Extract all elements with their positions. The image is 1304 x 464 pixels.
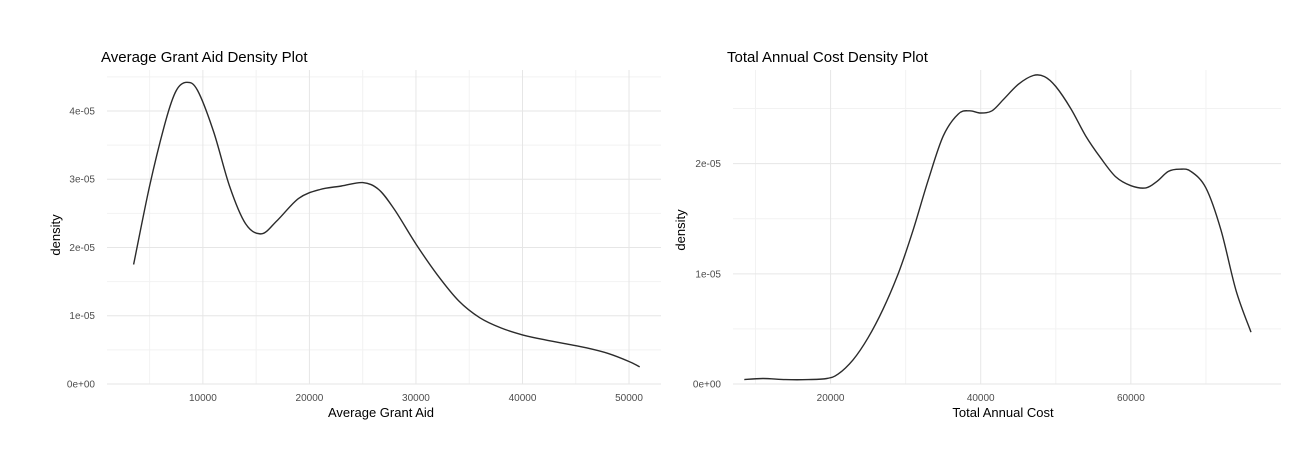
grant-aid-x-tick-label: 50000	[615, 393, 643, 404]
annual-cost-gridlines	[733, 70, 1281, 385]
grant-aid-x-tick-label: 10000	[189, 393, 217, 404]
grant-aid-y-tick-label: 4e-05	[69, 106, 95, 117]
grant-aid-gridlines	[107, 70, 661, 385]
grant-aid-y-tick-label: 0e+00	[67, 380, 96, 391]
annual-cost-y-axis-title: density	[673, 209, 688, 251]
annual-cost-x-tick-label: 40000	[967, 393, 995, 404]
annual-cost-y-tick-label: 2e-05	[695, 159, 721, 170]
annual-cost-x-tick-label: 20000	[817, 393, 845, 404]
grant-aid-y-tick-label: 1e-05	[69, 311, 95, 322]
annual-cost-chart-title: Total Annual Cost Density Plot	[727, 49, 929, 66]
grant-aid-y-tick-label: 2e-05	[69, 243, 95, 254]
grant-aid-y-axis-title: density	[48, 214, 63, 256]
grant-aid-density-line	[132, 81, 641, 368]
grant-aid-x-tick-label: 40000	[509, 393, 537, 404]
annual-cost-x-axis-title: Total Annual Cost	[952, 405, 1054, 420]
grant-aid-x-tick-label: 20000	[296, 393, 324, 404]
annual-cost-x-tick-label: 60000	[1117, 393, 1145, 404]
annual-cost-y-tick-label: 0e+00	[693, 380, 722, 391]
grant-aid-y-tick-label: 3e-05	[69, 175, 95, 186]
grant-aid-density-panel: Average Grant Aid Density Plot Average G…	[48, 49, 661, 420]
grant-aid-x-tick-label: 30000	[402, 393, 430, 404]
annual-cost-y-tick-label: 1e-05	[695, 269, 721, 280]
annual-cost-density-line	[744, 74, 1252, 381]
grant-aid-x-axis-title: Average Grant Aid	[328, 405, 434, 420]
annual-cost-density-panel: Total Annual Cost Density Plot Total Ann…	[673, 49, 1281, 420]
grant-aid-chart-title: Average Grant Aid Density Plot	[101, 49, 308, 66]
